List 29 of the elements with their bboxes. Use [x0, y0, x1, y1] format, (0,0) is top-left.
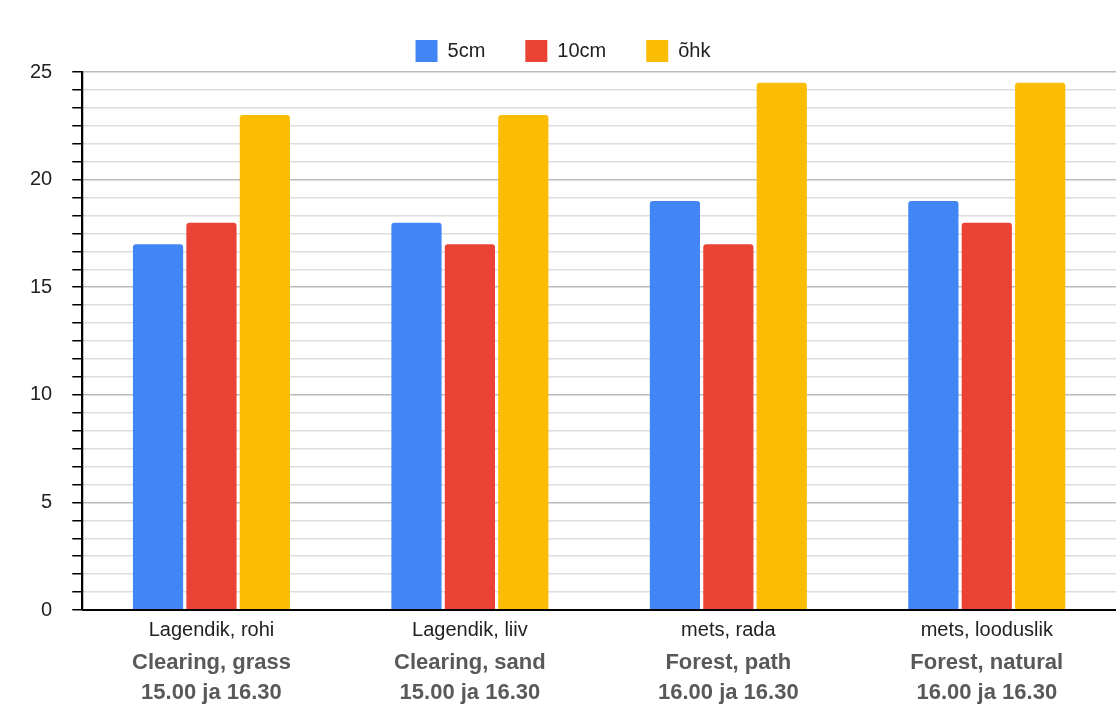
x-tick-label: Lagendik, liiv	[412, 617, 528, 640]
x-tick-label: mets, rada	[681, 617, 777, 640]
bar	[239, 115, 290, 610]
y-tick-label: 25	[30, 59, 53, 82]
bar	[132, 244, 184, 610]
bar	[961, 222, 1012, 610]
y-tick-label: 10	[30, 382, 53, 405]
bar	[756, 82, 807, 610]
y-tick-label: 5	[41, 489, 53, 512]
text: Forest, natural 16.00 ja 16.30	[910, 649, 1064, 705]
y-tick-label: 0	[41, 597, 53, 620]
text: Clearing, grass 15.00 ja 16.30	[131, 649, 291, 705]
y-tick-label: 20	[30, 167, 53, 190]
bar	[703, 244, 754, 610]
text: Clearing, sand 15.00 ja 16.30	[394, 649, 546, 705]
bar	[498, 115, 549, 610]
y-tick-label: 15	[30, 274, 53, 297]
x-tick-label: Lagendik, rohi	[148, 617, 275, 640]
bar	[186, 222, 237, 610]
legend-label: õhk	[678, 38, 712, 61]
bar	[444, 244, 496, 610]
bar	[908, 201, 959, 610]
bar	[649, 201, 701, 610]
text: Forest, path 16.00 ja 16.30	[658, 649, 799, 705]
legend-label: 10cm	[557, 38, 607, 61]
bar	[1015, 82, 1066, 610]
bar	[391, 222, 442, 610]
legend-label: 5cm	[447, 38, 486, 61]
x-tick-label: mets, looduslik	[920, 617, 1054, 640]
